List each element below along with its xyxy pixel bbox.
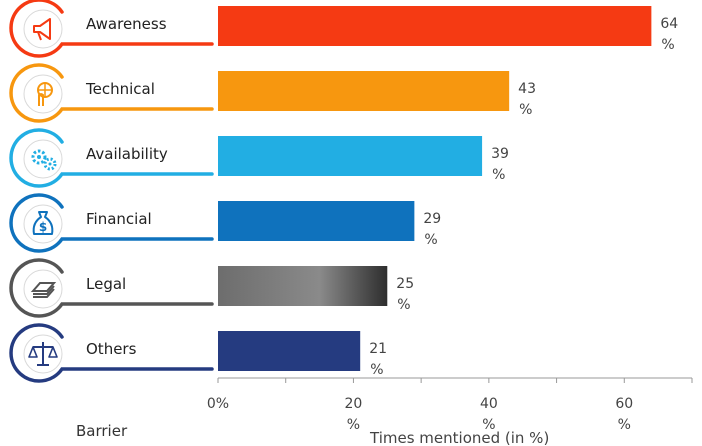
bar xyxy=(218,136,483,176)
scales-icon xyxy=(28,342,58,366)
touch-globe-icon xyxy=(37,82,53,106)
category-label: Technical xyxy=(85,80,155,98)
category-label: Legal xyxy=(86,275,126,293)
cash-stack-icon xyxy=(30,282,57,298)
category-label: Awareness xyxy=(86,15,167,33)
bar xyxy=(218,71,510,111)
data-label: 25% xyxy=(396,276,414,313)
data-label: 43% xyxy=(518,81,536,118)
row-connector xyxy=(9,323,214,383)
x-axis-label: Times mentioned (in %) xyxy=(369,429,549,446)
barrier-row: Awareness 64% xyxy=(9,0,678,58)
row-connector xyxy=(9,0,214,58)
bar xyxy=(218,266,388,306)
barrier-row: Legal 25% xyxy=(9,258,414,318)
megaphone-icon xyxy=(33,18,51,41)
icon-disc xyxy=(23,9,63,49)
x-tick-label: 40% xyxy=(480,396,498,433)
icon-disc xyxy=(23,269,63,309)
data-label: 29% xyxy=(423,211,441,248)
data-label: 64% xyxy=(660,16,678,53)
barrier-row: Availability 39% xyxy=(9,128,509,188)
x-tick-label: 0% xyxy=(207,396,229,412)
x-tick-label: 60% xyxy=(615,396,633,433)
row-connector xyxy=(9,63,214,123)
row-connector xyxy=(9,128,214,188)
data-label: 21% xyxy=(369,341,387,378)
category-label: Availability xyxy=(86,145,168,163)
row-connector xyxy=(9,258,214,318)
data-label: 39% xyxy=(491,146,509,183)
x-tick-label: 20% xyxy=(345,396,363,433)
y-axis-label: Barrier xyxy=(76,422,128,440)
money-bag-icon: $ xyxy=(32,211,54,235)
barrier-row: Others 21% xyxy=(9,323,387,383)
bar xyxy=(218,201,415,241)
row-connector xyxy=(9,193,214,253)
barrier-row: Technical 43% xyxy=(9,63,536,123)
bar xyxy=(218,6,652,46)
category-label: Financial xyxy=(86,210,152,228)
bar xyxy=(218,331,361,371)
category-label: Others xyxy=(86,340,137,358)
gears-icon xyxy=(31,149,57,171)
icon-disc xyxy=(23,139,63,179)
barrier-row: $ Financial 29% xyxy=(9,193,441,253)
svg-text:$: $ xyxy=(39,220,47,234)
